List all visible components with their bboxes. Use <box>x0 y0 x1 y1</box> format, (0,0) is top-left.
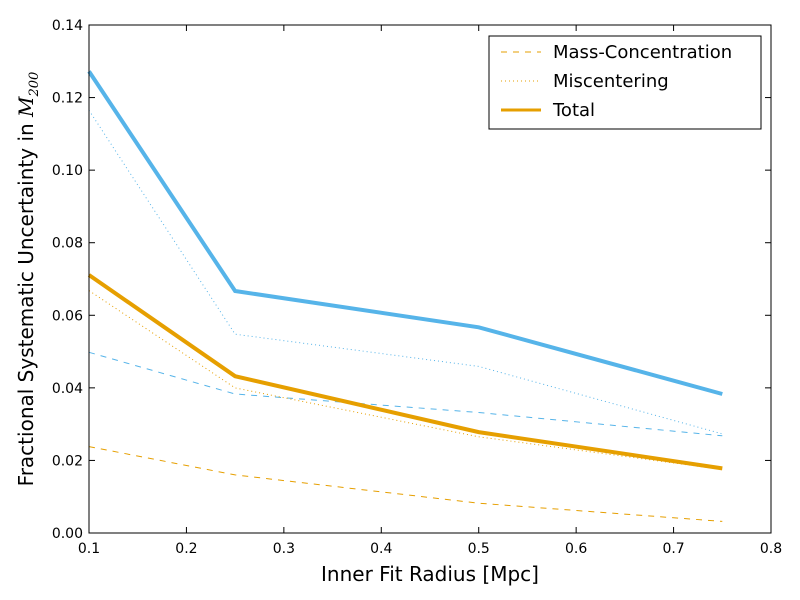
y-tick-label: 0.00 <box>52 526 83 542</box>
series-layer <box>87 70 723 522</box>
x-tick-label: 0.3 <box>273 541 295 557</box>
x-tick-label: 0.7 <box>662 541 684 557</box>
legend-label: Miscentering <box>553 71 669 92</box>
x-tick-label: 0.6 <box>565 541 587 557</box>
series-line-3 <box>87 70 723 396</box>
y-tick-label: 0.12 <box>52 91 83 107</box>
y-axis-label-math: M <box>14 96 38 118</box>
x-tick-label: 0.8 <box>760 541 782 557</box>
x-tick-label: 0.1 <box>78 541 100 557</box>
legend-box <box>488 35 762 130</box>
x-axis-label: Inner Fit Radius [Mpc] <box>321 562 539 586</box>
y-tick-label: 0.04 <box>52 381 83 397</box>
series-line-4 <box>88 446 723 522</box>
y-tick-label: 0.10 <box>52 163 83 179</box>
x-tick-label: 0.4 <box>370 541 392 557</box>
legend-label: Mass-Concentration <box>553 42 732 63</box>
y-tick-label: 0.08 <box>52 236 83 252</box>
series-line-6 <box>87 273 723 471</box>
y-tick-label: 0.06 <box>52 308 83 324</box>
y-axis-label-text: Fractional Systematic Uncertainty in <box>14 117 38 486</box>
legend: Mass-Concentration Miscentering Total <box>488 35 762 130</box>
y-axis-label: Fractional Systematic Uncertainty in M20… <box>14 72 42 487</box>
legend-entries: Mass-Concentration Miscentering Total <box>501 42 732 121</box>
x-tick-label: 0.2 <box>175 541 197 557</box>
plot-frame <box>88 24 772 534</box>
x-tick-label: 0.5 <box>468 541 490 557</box>
series-line-1 <box>88 351 723 437</box>
y-axis-label-subscript: 200 <box>27 72 42 98</box>
y-tick-label: 0.14 <box>52 18 83 34</box>
y-tick-label: 0.02 <box>52 453 83 469</box>
ticks-layer: 0.1 0.2 0.3 0.4 0.5 0.6 0.7 0.8 0.00 0.02 0.04 0.06… <box>52 18 782 557</box>
legend-label: Total <box>552 100 595 121</box>
